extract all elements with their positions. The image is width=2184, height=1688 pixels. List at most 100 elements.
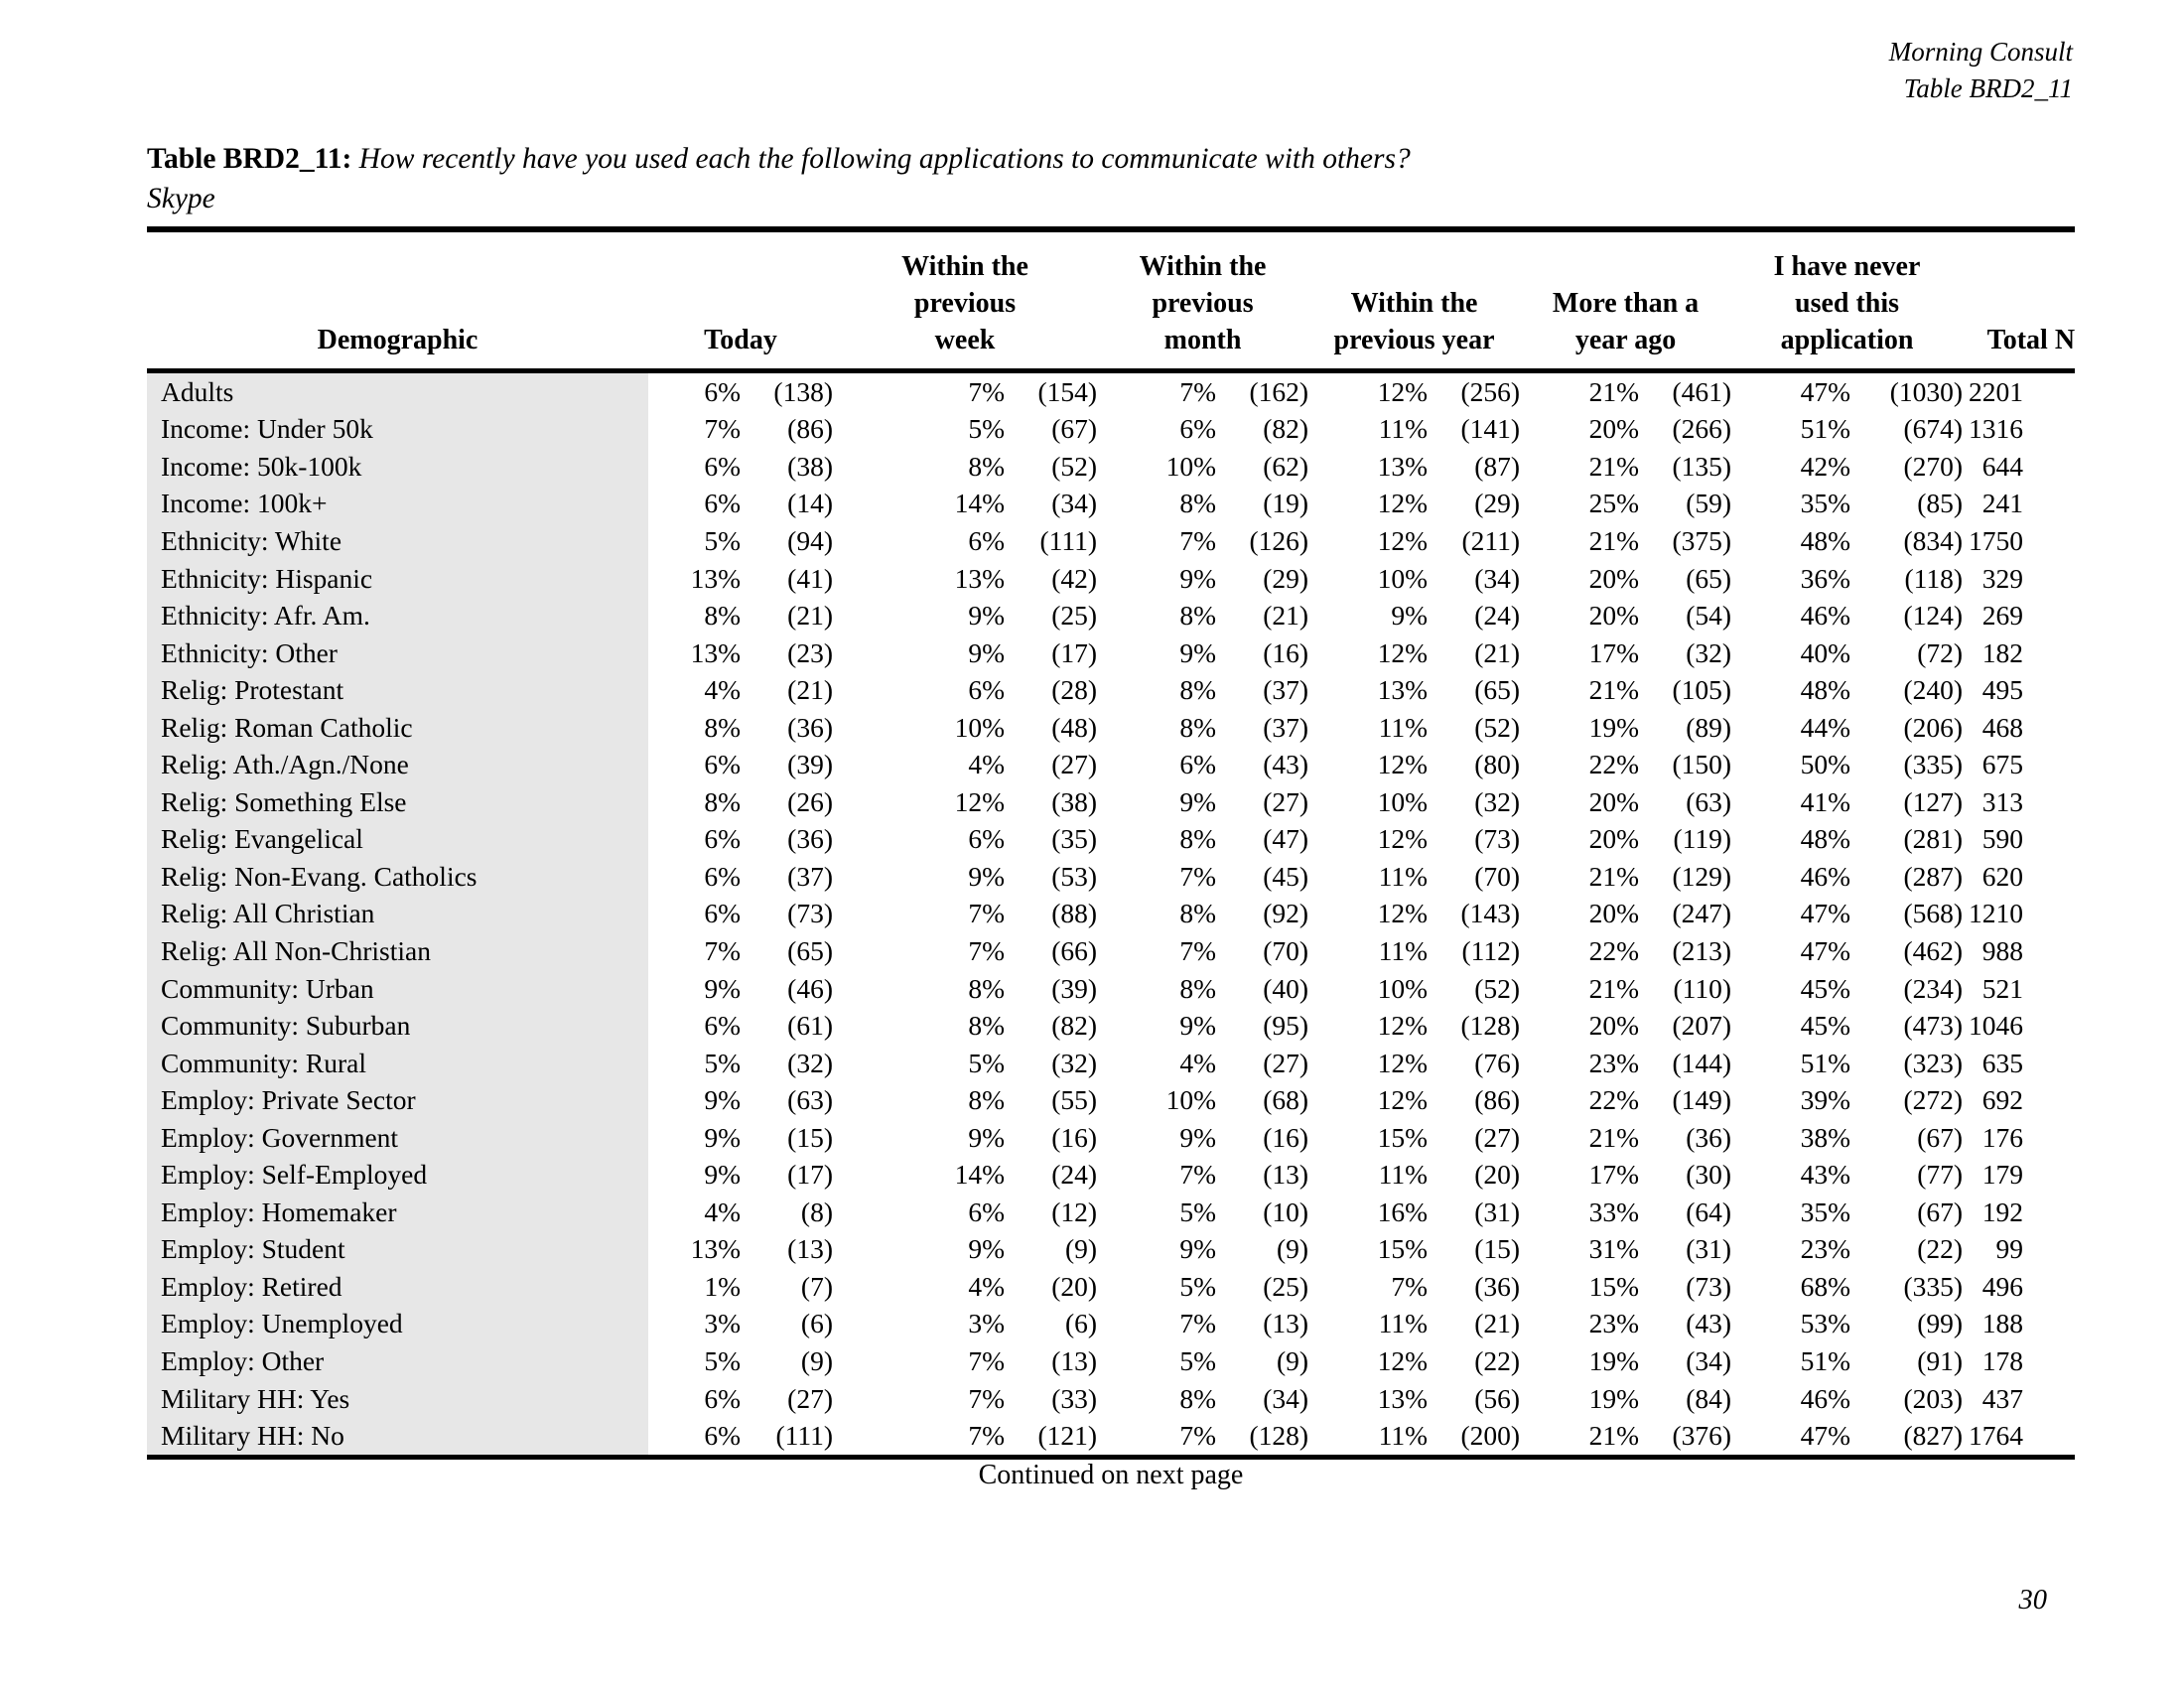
row-label: Employ: Student: [147, 1230, 648, 1269]
count-cell: (73): [1474, 823, 1521, 855]
percent-cell: 17%: [1588, 636, 1640, 668]
count-cell: (14): [787, 488, 833, 519]
percent-cell: 12%: [1377, 1047, 1429, 1078]
percent-cell: 7%: [968, 375, 1005, 407]
percent-cell: 47%: [1800, 375, 1851, 407]
count-cell: (84): [1686, 1382, 1732, 1414]
count-cell: (66): [1051, 934, 1098, 966]
count-cell: (13): [787, 1233, 833, 1265]
count-cell: (32): [1051, 1047, 1098, 1078]
table-row: Community: Rural 5% (32) 5% (32) 4% (27) 12% (76…: [147, 1044, 2075, 1082]
count-cell: (45): [1263, 860, 1309, 892]
count-cell: (54): [1686, 600, 1732, 632]
percent-cell: 47%: [1800, 934, 1851, 966]
count-cell: (48): [1051, 711, 1098, 743]
count-cell: (143): [1460, 898, 1521, 929]
total-n-cell: 437: [1981, 1382, 2024, 1414]
count-cell: (36): [787, 823, 833, 855]
count-cell: (207): [1672, 1010, 1732, 1042]
percent-cell: 41%: [1800, 785, 1851, 817]
row-label: Relig: Roman Catholic: [147, 708, 648, 747]
count-cell: (61): [787, 1010, 833, 1042]
percent-cell: 7%: [968, 934, 1005, 966]
percent-cell: 9%: [704, 972, 741, 1004]
percent-cell: 8%: [1179, 972, 1217, 1004]
percent-cell: 9%: [968, 1121, 1005, 1153]
count-cell: (92): [1263, 898, 1309, 929]
percent-cell: 8%: [968, 1084, 1005, 1116]
row-label: Employ: Unemployed: [147, 1305, 648, 1343]
title-question: How recently have you used each the foll…: [358, 143, 1411, 175]
count-cell: (118): [1904, 562, 1964, 594]
count-cell: (141): [1460, 413, 1521, 445]
count-cell: (17): [1051, 636, 1098, 668]
count-cell: (135): [1672, 450, 1732, 482]
percent-cell: 8%: [704, 711, 741, 743]
percent-cell: 10%: [1165, 450, 1217, 482]
percent-cell: 38%: [1800, 1121, 1851, 1153]
count-cell: (12): [1051, 1196, 1098, 1227]
percent-cell: 7%: [968, 1420, 1005, 1452]
row-label: Community: Urban: [147, 969, 648, 1008]
row-label: Military HH: Yes: [147, 1379, 648, 1418]
percent-cell: 1%: [704, 1270, 741, 1302]
percent-cell: 20%: [1588, 823, 1640, 855]
percent-cell: 6%: [968, 674, 1005, 706]
percent-cell: 9%: [1179, 785, 1217, 817]
count-cell: (121): [1037, 1420, 1098, 1452]
count-cell: (21): [1263, 600, 1309, 632]
percent-cell: 12%: [1377, 636, 1429, 668]
table-row: Employ: Other 5% (9) 7% (13) 5% (9) 12% (22) 19% (…: [147, 1342, 2075, 1380]
percent-cell: 10%: [1377, 972, 1429, 1004]
total-n-cell: 269: [1981, 600, 2024, 632]
count-cell: (70): [1474, 860, 1521, 892]
total-n-cell: 620: [1981, 860, 2024, 892]
table-row: Community: Urban 9% (46) 8% (39) 8% (40) 10% (52…: [147, 969, 2075, 1008]
table-row: Relig: Evangelical 6% (36) 6% (35) 8% (47) 12% (…: [147, 820, 2075, 859]
percent-cell: 7%: [1179, 1420, 1217, 1452]
percent-cell: 47%: [1800, 898, 1851, 929]
percent-cell: 13%: [690, 636, 741, 668]
count-cell: (31): [1474, 1196, 1521, 1227]
percent-cell: 22%: [1588, 934, 1640, 966]
total-n-cell: 692: [1981, 1084, 2024, 1116]
percent-cell: 6%: [1179, 413, 1217, 445]
count-cell: (128): [1460, 1010, 1521, 1042]
percent-cell: 11%: [1378, 413, 1429, 445]
percent-cell: 7%: [1179, 524, 1217, 556]
percent-cell: 5%: [704, 1344, 741, 1376]
count-cell: (56): [1474, 1382, 1521, 1414]
row-label: Employ: Other: [147, 1342, 648, 1380]
percent-cell: 11%: [1378, 1420, 1429, 1452]
row-label: Relig: Non-Evang. Catholics: [147, 858, 648, 896]
count-cell: (110): [1673, 972, 1732, 1004]
percent-cell: 42%: [1800, 450, 1851, 482]
count-cell: (62): [1263, 450, 1309, 482]
percent-cell: 35%: [1800, 488, 1851, 519]
percent-cell: 12%: [1377, 375, 1429, 407]
percent-cell: 8%: [968, 1010, 1005, 1042]
percent-cell: 5%: [704, 524, 741, 556]
percent-cell: 5%: [1179, 1344, 1217, 1376]
count-cell: (21): [1474, 1308, 1521, 1339]
percent-cell: 21%: [1588, 972, 1640, 1004]
count-cell: (17): [787, 1159, 833, 1191]
percent-cell: 11%: [1378, 711, 1429, 743]
column-header-week: Within the previous week: [901, 251, 1028, 355]
count-cell: (27): [1263, 1047, 1309, 1078]
count-cell: (27): [1474, 1121, 1521, 1153]
percent-cell: 9%: [968, 1233, 1005, 1265]
percent-cell: 46%: [1800, 600, 1851, 632]
count-cell: (27): [1263, 785, 1309, 817]
percent-cell: 8%: [968, 450, 1005, 482]
total-n-cell: 635: [1981, 1047, 2024, 1078]
total-n-cell: 192: [1981, 1196, 2024, 1227]
percent-cell: 13%: [690, 562, 741, 594]
percent-cell: 6%: [704, 375, 741, 407]
count-cell: (206): [1903, 711, 1964, 743]
percent-cell: 9%: [968, 860, 1005, 892]
table-row: Employ: Homemaker 4% (8) 6% (12) 5% (10) 16% (31…: [147, 1194, 2075, 1231]
brand-name: Morning Consult: [1888, 37, 2073, 67]
count-cell: (82): [1263, 413, 1309, 445]
percent-cell: 9%: [968, 636, 1005, 668]
